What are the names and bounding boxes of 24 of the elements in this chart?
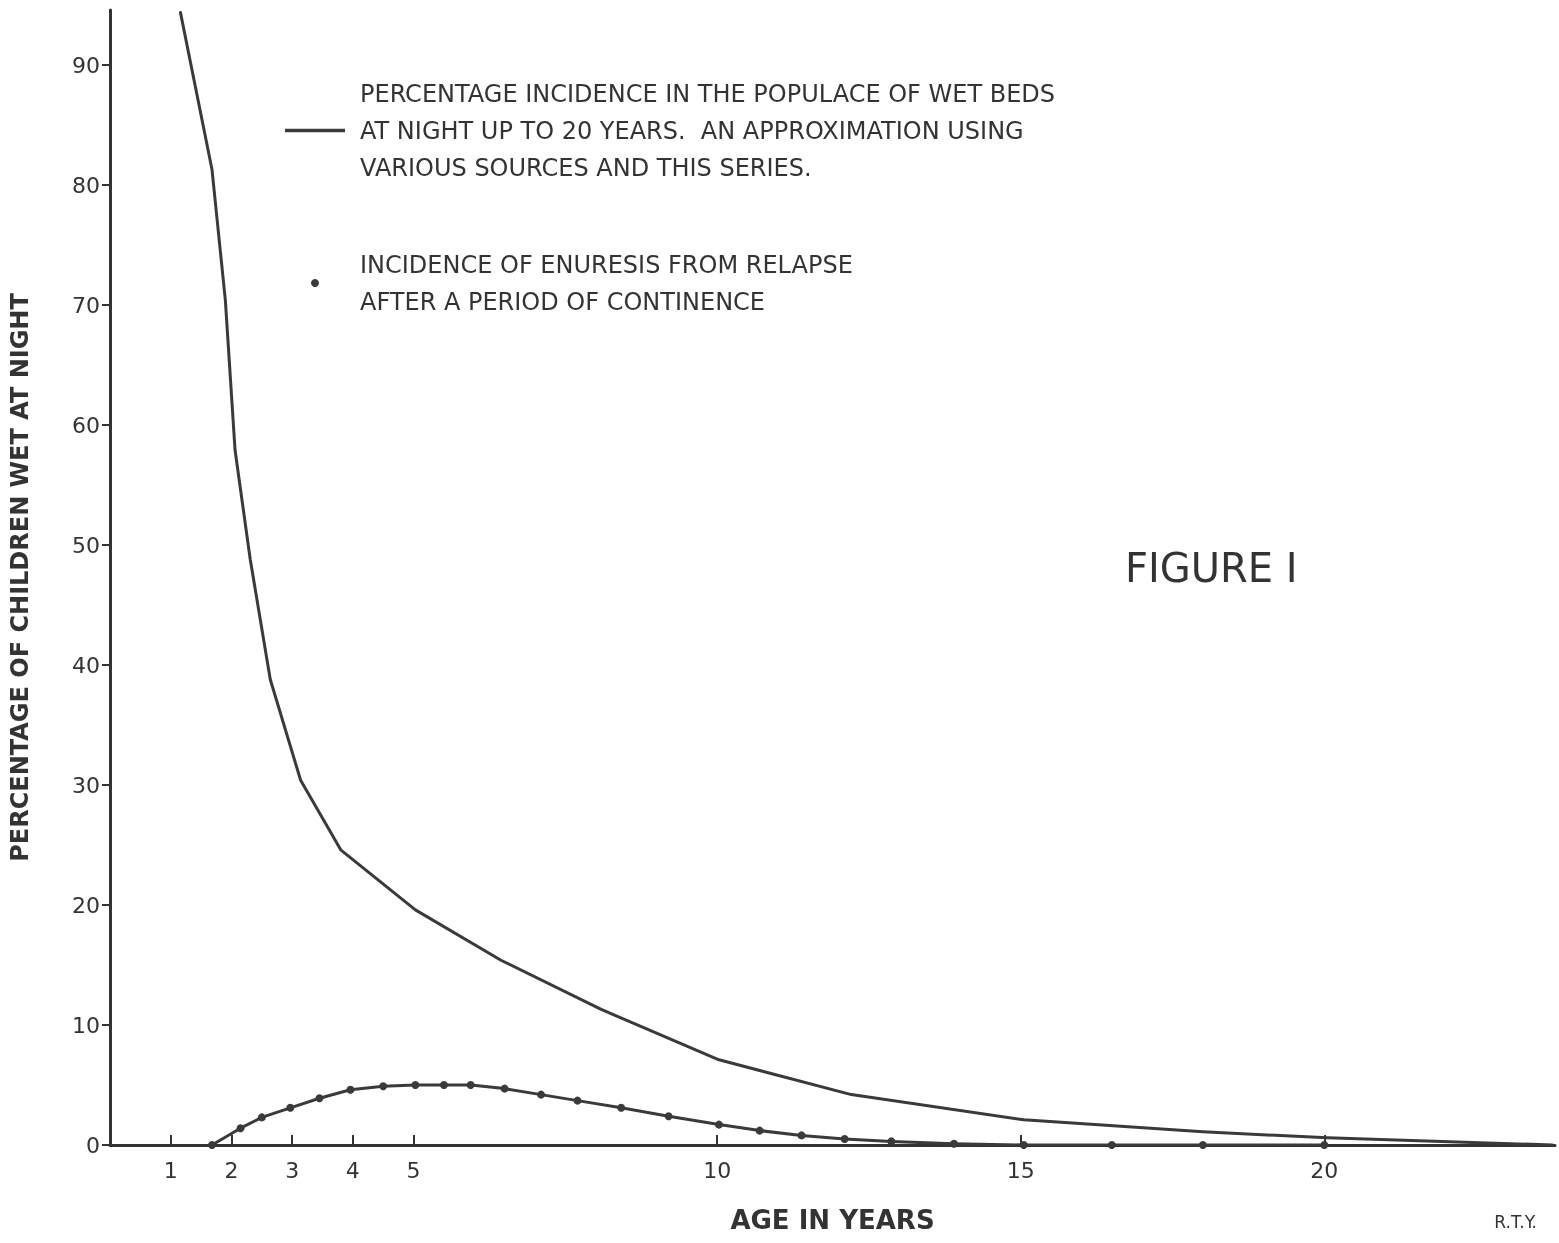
y-tick-label: 50 xyxy=(72,532,100,558)
legend-label: PERCENTAGE INCIDENCE IN THE POPULACE OF WET BEDS AT NIGHT UP TO 20 YEARS. AN APPROXIMATION USING VARIOUS SOURCES AND THIS SERIES. xyxy=(360,79,1056,182)
y-tick-label: 60 xyxy=(72,412,100,438)
x-tick-label: 20 xyxy=(1310,1157,1339,1183)
x-tick-label: 2 xyxy=(224,1157,239,1183)
y-tick-label: 20 xyxy=(72,892,100,918)
x-tick-label: 15 xyxy=(1006,1157,1035,1183)
y-tick-label: 30 xyxy=(72,772,100,798)
y-tick-label: 70 xyxy=(72,292,100,318)
text: R.T.Y. xyxy=(1494,1211,1538,1232)
x-axis-title: AGE IN YEARS xyxy=(730,1205,935,1235)
y-axis-title: PERCENTAGE OF CHILDREN WET AT NIGHT xyxy=(6,292,34,862)
y-tick-label: 90 xyxy=(72,52,100,78)
x-tick-label: 10 xyxy=(703,1157,732,1183)
y-tick-label: 10 xyxy=(72,1012,100,1038)
y-tick-label: 40 xyxy=(72,652,100,678)
x-tick-label: 5 xyxy=(406,1157,421,1183)
x-tick-label: 4 xyxy=(345,1157,360,1183)
x-tick-label: 3 xyxy=(285,1157,300,1183)
y-tick-label: 80 xyxy=(72,172,100,198)
y-tick-label: 0 xyxy=(86,1132,100,1158)
annotation: FIGURE I xyxy=(1125,545,1298,591)
x-tick-label: 1 xyxy=(163,1157,178,1183)
legend-label: INCIDENCE OF ENURESIS FROM RELAPSE AFTER A PERIOD OF CONTINENCE xyxy=(360,250,853,316)
